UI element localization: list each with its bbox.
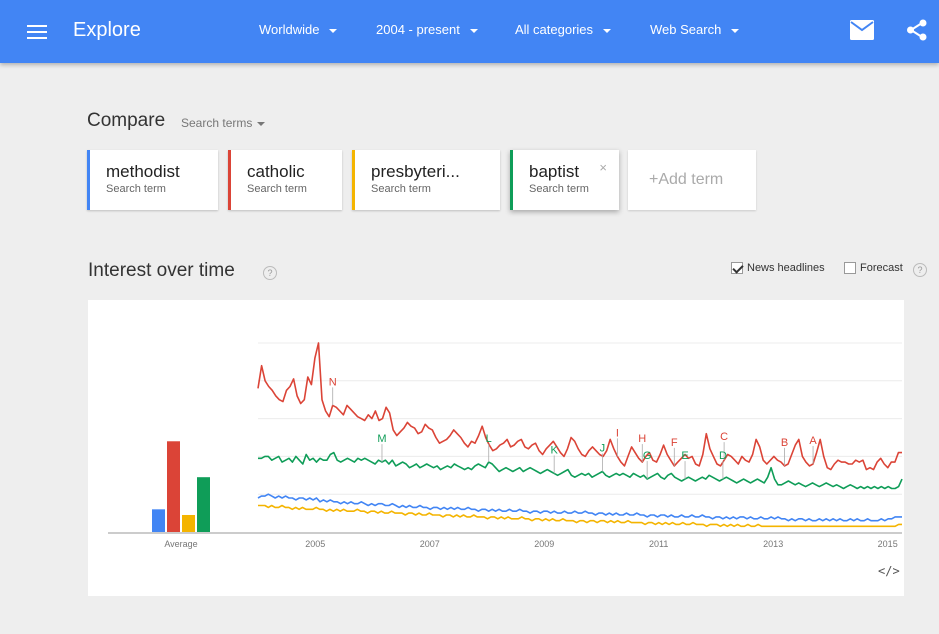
top-app-bar: Explore Worldwide 2004 - present All cat… bbox=[0, 0, 939, 63]
forecast-label: Forecast bbox=[860, 262, 903, 274]
annotation-marker-B: B bbox=[781, 437, 788, 449]
search-type-filter-label: Web Search bbox=[650, 22, 722, 37]
series-line-baptist bbox=[258, 451, 903, 490]
chevron-down-icon bbox=[257, 121, 266, 126]
term-card-catholic[interactable]: catholic Search term bbox=[228, 150, 342, 210]
term-name: catholic bbox=[247, 162, 305, 181]
average-bar-catholic bbox=[167, 441, 180, 532]
term-type: Search term bbox=[371, 183, 431, 195]
x-tick-label: 2013 bbox=[763, 539, 783, 549]
term-color-bar bbox=[87, 150, 90, 210]
category-filter[interactable]: All categories bbox=[515, 22, 612, 37]
region-filter[interactable]: Worldwide bbox=[259, 22, 338, 37]
term-card-methodist[interactable]: methodist Search term bbox=[87, 150, 218, 210]
term-name: baptist bbox=[529, 162, 580, 181]
annotation-marker-N: N bbox=[329, 376, 337, 388]
news-headlines-checkbox[interactable] bbox=[731, 262, 743, 275]
annotation-marker-J: J bbox=[600, 443, 606, 455]
average-bar-baptist bbox=[197, 477, 210, 532]
term-type: Search term bbox=[247, 183, 307, 195]
x-tick-label: 2011 bbox=[649, 539, 668, 549]
annotation-marker-F: F bbox=[671, 437, 678, 449]
app-title: Explore bbox=[73, 19, 141, 41]
term-type: Search term bbox=[106, 183, 166, 195]
term-name: methodist bbox=[106, 162, 180, 181]
term-type: Search term bbox=[529, 183, 589, 195]
annotation-marker-D: D bbox=[719, 450, 727, 462]
annotation-marker-G: G bbox=[643, 450, 652, 462]
chevron-down-icon bbox=[731, 28, 740, 33]
add-term-button[interactable]: +Add term bbox=[628, 150, 756, 210]
interest-chart-card: Average 2005 2007 2009 2011 2013 2015 N M L K J I H G F… bbox=[88, 300, 904, 596]
news-headlines-toggle[interactable]: News headlines bbox=[731, 262, 825, 275]
forecast-toggle[interactable]: Forecast bbox=[844, 262, 903, 275]
annotation-marker-M: M bbox=[377, 433, 386, 445]
remove-term-close-icon[interactable]: × bbox=[599, 160, 607, 175]
search-terms-dropdown-label: Search terms bbox=[181, 116, 253, 130]
term-card-baptist[interactable]: baptist Search term × bbox=[510, 150, 619, 210]
term-color-bar bbox=[228, 150, 231, 210]
share-icon[interactable] bbox=[906, 19, 928, 41]
average-label: Average bbox=[164, 539, 197, 549]
series-line-presbyterian bbox=[258, 504, 902, 528]
annotation-marker-A: A bbox=[809, 435, 817, 447]
chevron-down-icon bbox=[469, 28, 478, 33]
help-icon[interactable]: ? bbox=[263, 266, 277, 280]
x-tick-label: 2009 bbox=[534, 539, 554, 549]
x-tick-label: 2007 bbox=[420, 539, 440, 549]
region-filter-label: Worldwide bbox=[259, 22, 320, 37]
x-tick-label: 2005 bbox=[305, 539, 325, 549]
average-bar-presbyterian bbox=[182, 514, 195, 532]
term-name: presbyteri... bbox=[371, 162, 460, 181]
term-color-bar bbox=[510, 150, 513, 210]
embed-code-icon[interactable]: </> bbox=[878, 564, 900, 578]
forecast-help-icon[interactable]: ? bbox=[913, 263, 927, 277]
average-bar-methodist bbox=[152, 509, 165, 532]
search-type-filter[interactable]: Web Search bbox=[650, 22, 740, 37]
annotation-marker-E: E bbox=[681, 450, 688, 462]
term-card-presbyterian[interactable]: presbyteri... Search term bbox=[352, 150, 500, 210]
forecast-checkbox[interactable] bbox=[844, 262, 856, 275]
category-filter-label: All categories bbox=[515, 22, 594, 37]
annotation-marker-K: K bbox=[550, 444, 558, 456]
interest-over-time-chart: Average 2005 2007 2009 2011 2013 2015 N M L K JI HG F… bbox=[108, 342, 903, 549]
annotation-marker-I: I bbox=[616, 427, 619, 439]
series-line-methodist bbox=[257, 493, 902, 522]
x-tick-label: 2015 bbox=[878, 539, 898, 549]
hamburger-menu-icon[interactable] bbox=[27, 25, 47, 39]
interest-over-time-heading: Interest over time bbox=[88, 260, 235, 281]
mail-icon[interactable] bbox=[850, 20, 874, 40]
search-terms-dropdown[interactable]: Search terms bbox=[181, 116, 266, 130]
annotation-marker-L: L bbox=[486, 433, 492, 445]
annotation-marker-H: H bbox=[638, 433, 646, 445]
time-range-filter[interactable]: 2004 - present bbox=[376, 22, 478, 37]
time-range-filter-label: 2004 - present bbox=[376, 22, 460, 37]
chevron-down-icon bbox=[603, 28, 612, 33]
series-line-catholic bbox=[257, 342, 902, 471]
chevron-down-icon bbox=[329, 28, 338, 33]
add-term-label: +Add term bbox=[649, 171, 724, 188]
news-headlines-label: News headlines bbox=[747, 262, 825, 274]
annotation-marker-C: C bbox=[720, 431, 728, 443]
term-color-bar bbox=[352, 150, 355, 210]
compare-heading: Compare bbox=[87, 110, 166, 131]
